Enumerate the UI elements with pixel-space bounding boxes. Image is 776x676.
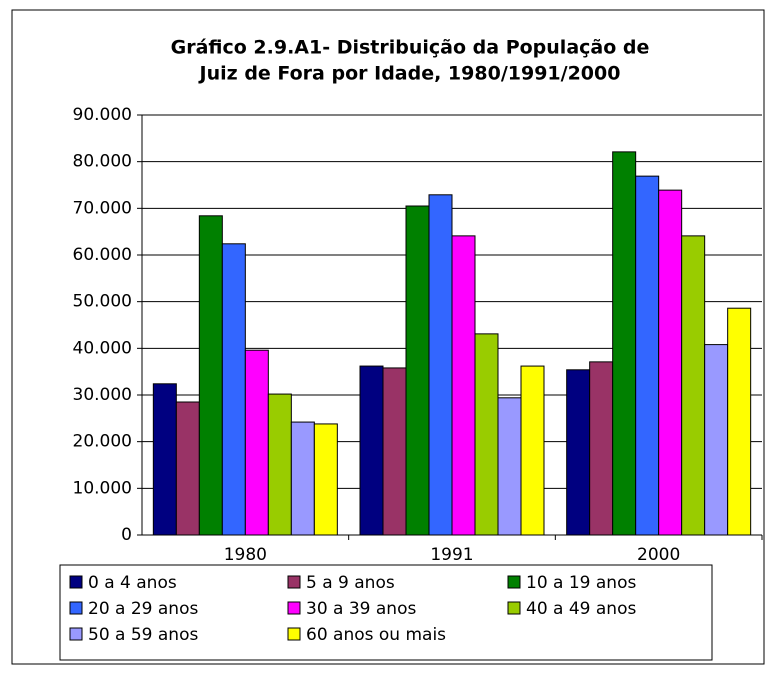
x-tick-label: 1980: [224, 545, 267, 565]
legend-label: 10 a 19 anos: [526, 573, 636, 593]
bar: [198, 215, 223, 536]
y-tick-label: 80.000: [73, 152, 132, 172]
legend-swatch: [507, 601, 521, 615]
legend-label: 30 a 39 anos: [306, 599, 416, 619]
y-tick-label: 50.000: [73, 292, 132, 312]
legend-swatch: [69, 627, 83, 641]
y-tick-label: 30.000: [73, 385, 132, 405]
bar: [382, 367, 407, 536]
bar: [589, 361, 614, 536]
legend-label: 60 anos ou mais: [306, 625, 446, 645]
legend-label: 5 a 9 anos: [306, 573, 395, 593]
bar: [658, 189, 683, 536]
y-tick-label: 10.000: [73, 478, 132, 498]
chart-title: Gráfico 2.9.A1- Distribuição da Populaçã…: [171, 37, 650, 59]
bar: [221, 243, 246, 536]
legend-label: 50 a 59 anos: [88, 625, 198, 645]
legend-swatch: [287, 575, 301, 589]
bar: [474, 333, 499, 536]
bar: [566, 369, 591, 536]
y-tick-label: 0: [121, 525, 132, 545]
y-tick-label: 40.000: [73, 338, 132, 358]
bar: [405, 205, 430, 536]
x-tick-label: 1991: [430, 545, 473, 565]
bar: [451, 235, 476, 536]
legend-swatch: [287, 601, 301, 615]
bar: [727, 307, 752, 536]
legend-swatch: [507, 575, 521, 589]
bar: [175, 401, 200, 536]
bar: [267, 393, 292, 536]
legend-swatch: [69, 575, 83, 589]
bar: [428, 194, 453, 536]
legend-swatch: [69, 601, 83, 615]
bar: [681, 235, 706, 536]
legend-label: 0 a 4 anos: [88, 573, 177, 593]
legend-label: 20 a 29 anos: [88, 599, 198, 619]
bar: [635, 175, 660, 536]
y-tick-label: 20.000: [73, 432, 132, 452]
bar: [704, 344, 729, 536]
bar: [152, 383, 177, 536]
y-tick-label: 70.000: [73, 198, 132, 218]
bar: [313, 423, 338, 536]
bar: [244, 349, 269, 536]
legend-swatch: [287, 627, 301, 641]
bar: [290, 421, 315, 536]
chart-title: Juiz de Fora por Idade, 1980/1991/2000: [198, 63, 621, 85]
y-tick-label: 60.000: [73, 245, 132, 265]
legend-box: [59, 564, 713, 661]
bar: [612, 151, 637, 536]
bar: [359, 365, 384, 536]
x-tick-label: 2000: [637, 545, 680, 565]
legend-label: 40 a 49 anos: [526, 599, 636, 619]
bar: [497, 397, 522, 536]
bar: [520, 365, 545, 536]
y-tick-label: 90.000: [73, 105, 132, 125]
